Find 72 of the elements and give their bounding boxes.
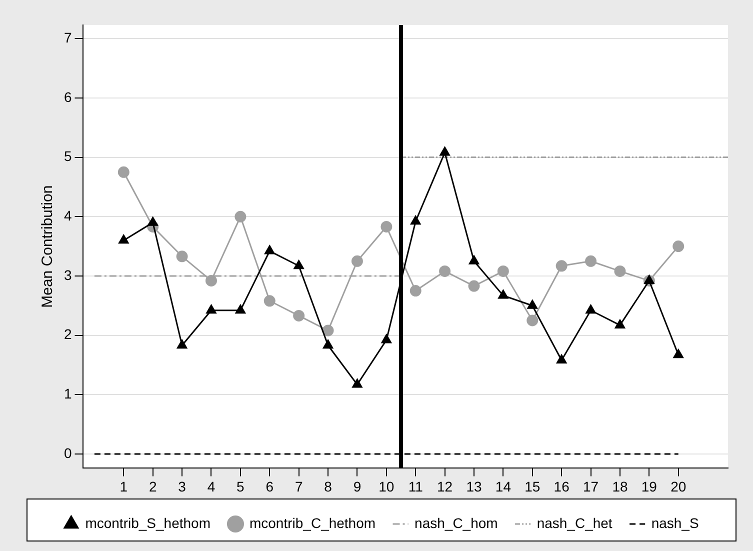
point bbox=[585, 255, 597, 267]
x-tick-label: 5 bbox=[236, 478, 245, 494]
y-tick-label: 0 bbox=[64, 444, 72, 461]
point bbox=[322, 340, 334, 349]
point bbox=[235, 304, 246, 314]
point bbox=[439, 265, 451, 277]
x-tick-label: 6 bbox=[266, 478, 274, 494]
x-tick-label: 9 bbox=[353, 478, 362, 494]
point bbox=[118, 234, 129, 244]
point bbox=[234, 210, 246, 222]
x-tick-label: 1 bbox=[120, 478, 128, 494]
y-tick-label: 6 bbox=[64, 88, 72, 105]
y-tick-label: 2 bbox=[64, 326, 72, 342]
x-tick-label: 18 bbox=[612, 478, 628, 494]
point bbox=[468, 255, 480, 264]
x-tick-label: 13 bbox=[466, 478, 482, 494]
y-axis-title: Mean Contribution bbox=[39, 185, 56, 308]
point bbox=[294, 260, 304, 270]
y-tick-label: 7 bbox=[64, 30, 72, 46]
legend-label: mcontrib_C_hethom bbox=[249, 514, 376, 531]
x-tick-label: 17 bbox=[582, 478, 599, 494]
legend-label: nash_C_het bbox=[536, 514, 612, 531]
x-tick-label: 12 bbox=[437, 478, 453, 494]
point bbox=[176, 340, 188, 349]
point bbox=[468, 280, 480, 292]
y-tick-label: 1 bbox=[64, 385, 72, 402]
point bbox=[526, 314, 538, 326]
x-tick-label: 19 bbox=[641, 478, 658, 494]
x-tick-label: 14 bbox=[495, 478, 512, 494]
point bbox=[497, 265, 509, 277]
point bbox=[351, 255, 363, 267]
x-tick-label: 15 bbox=[524, 478, 540, 494]
point bbox=[614, 319, 626, 328]
point bbox=[614, 265, 626, 277]
point bbox=[440, 146, 450, 156]
point bbox=[148, 216, 158, 226]
x-tick-label: 3 bbox=[178, 478, 186, 494]
legend-label: nash_C_hom bbox=[414, 514, 498, 531]
point bbox=[527, 300, 538, 309]
point bbox=[352, 378, 362, 388]
point bbox=[322, 324, 334, 336]
x-tick-label: 16 bbox=[554, 478, 570, 494]
point bbox=[264, 295, 276, 307]
y-tick-label: 5 bbox=[64, 148, 72, 164]
point bbox=[293, 310, 305, 322]
point bbox=[176, 250, 188, 262]
point bbox=[410, 285, 422, 297]
y-tick-label: 4 bbox=[64, 207, 72, 224]
point bbox=[498, 290, 508, 299]
point bbox=[586, 304, 596, 314]
point bbox=[118, 166, 130, 178]
point bbox=[644, 274, 654, 284]
point bbox=[673, 349, 684, 358]
point bbox=[410, 216, 421, 225]
x-tick-label: 10 bbox=[378, 478, 394, 494]
x-tick-label: 4 bbox=[207, 478, 216, 494]
x-tick-label: 2 bbox=[148, 478, 157, 494]
y-tick-label: 3 bbox=[64, 266, 72, 283]
legend-label: mcontrib_S_hethom bbox=[85, 514, 210, 531]
x-tick-label: 11 bbox=[408, 478, 424, 494]
point bbox=[556, 354, 567, 364]
point bbox=[206, 304, 216, 314]
point bbox=[672, 240, 684, 252]
legend-label: nash_S bbox=[651, 514, 699, 531]
point bbox=[205, 274, 217, 286]
point bbox=[264, 245, 275, 254]
x-tick-label: 7 bbox=[294, 478, 303, 494]
x-tick-label: 20 bbox=[670, 478, 686, 494]
point bbox=[381, 334, 392, 344]
point bbox=[556, 260, 568, 272]
point bbox=[380, 220, 392, 232]
x-tick-label: 8 bbox=[324, 478, 332, 494]
